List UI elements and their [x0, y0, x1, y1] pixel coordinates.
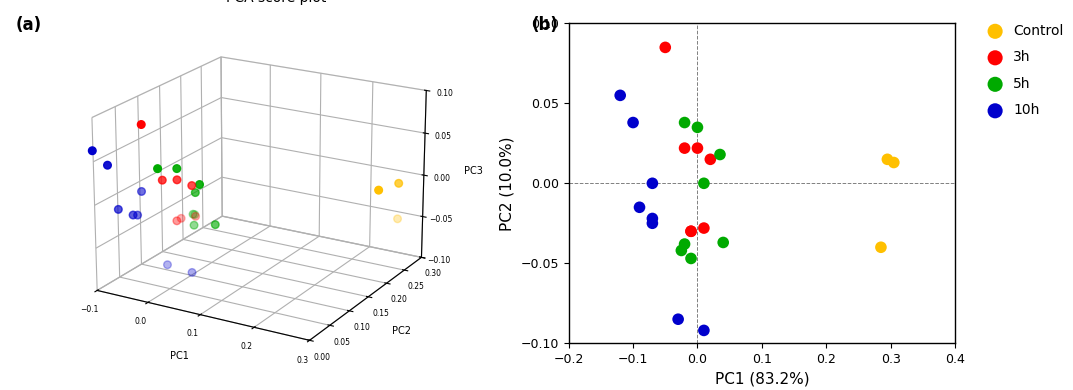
- 10h: [644, 215, 661, 222]
- 5h: [676, 119, 693, 126]
- 10h: [644, 180, 661, 186]
- 5h: [682, 255, 700, 262]
- 10h: [631, 204, 648, 211]
- 5h: [689, 124, 706, 131]
- 5h: [676, 241, 693, 247]
- 10h: [670, 316, 687, 322]
- X-axis label: PC1 (83.2%): PC1 (83.2%): [715, 372, 809, 386]
- 10h: [695, 327, 712, 333]
- Text: (b): (b): [531, 16, 558, 34]
- 5h: [715, 239, 732, 246]
- 3h: [657, 44, 674, 50]
- 3h: [682, 228, 700, 234]
- 3h: [676, 145, 693, 151]
- 3h: [702, 156, 719, 163]
- 10h: [624, 119, 642, 126]
- Control: [872, 244, 890, 250]
- 5h: [711, 151, 729, 158]
- 5h: [695, 180, 712, 186]
- X-axis label: PC1: PC1: [171, 351, 189, 360]
- 5h: [673, 247, 690, 254]
- 10h: [644, 220, 661, 226]
- Y-axis label: PC2 (10.0%): PC2 (10.0%): [500, 136, 515, 230]
- Y-axis label: PC2: PC2: [393, 326, 411, 336]
- Text: (a): (a): [16, 16, 42, 34]
- 3h: [695, 225, 712, 231]
- 10h: [612, 92, 629, 99]
- Control: [879, 156, 896, 163]
- Title: PCA score plot: PCA score plot: [226, 0, 326, 5]
- 3h: [682, 228, 700, 234]
- Legend: Control, 3h, 5h, 10h: Control, 3h, 5h, 10h: [981, 24, 1063, 117]
- Control: [885, 160, 902, 166]
- 3h: [689, 145, 706, 151]
